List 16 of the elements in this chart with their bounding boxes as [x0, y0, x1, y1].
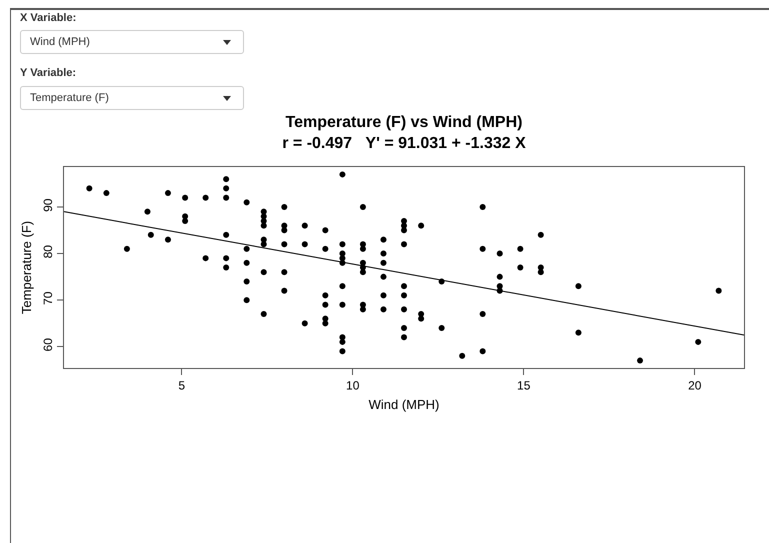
text: X Variable:: [20, 12, 76, 24]
text: Wind (MPH): [30, 36, 90, 48]
x-tick-label: 5: [178, 378, 186, 392]
y-tick-label: 70: [41, 291, 56, 305]
x-tick-label: 20: [688, 378, 702, 392]
text: Y Variable:: [20, 67, 76, 79]
y-tick-label: 80: [41, 244, 56, 258]
x-axis-title: Wind (MPH): [368, 397, 440, 412]
x-tick-label: 15: [517, 378, 531, 392]
y-tick-label: 60: [41, 338, 56, 352]
y-axis-title: Temperature (F): [19, 220, 34, 314]
chart-subtitle: r = -0.497 Y' = 91.031 + -1.332 X: [282, 134, 526, 152]
y-tick-label: 90: [41, 198, 56, 212]
text: Temperature (F): [30, 92, 109, 104]
x-tick-label: 10: [346, 378, 360, 392]
chart-title: Temperature (F) vs Wind (MPH): [286, 114, 522, 132]
